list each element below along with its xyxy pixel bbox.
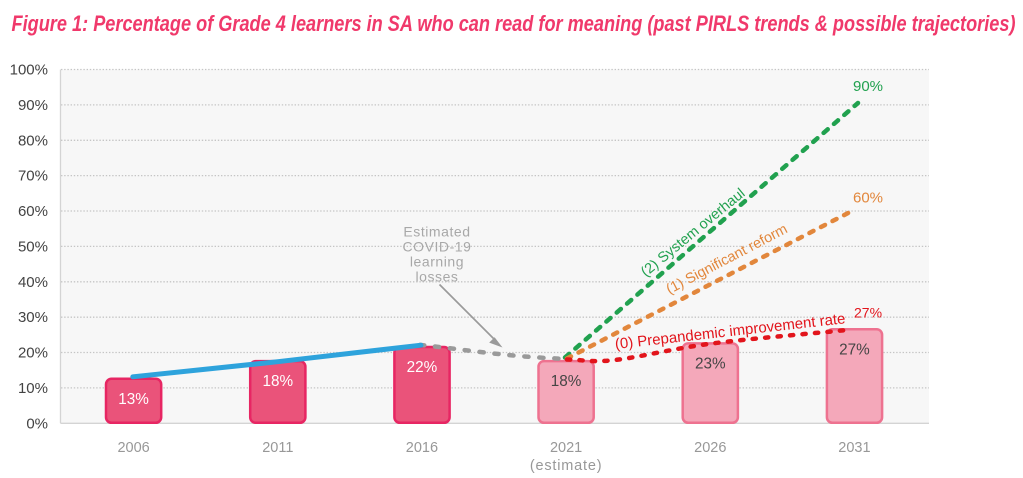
svg-text:18%: 18% [262, 373, 293, 390]
svg-text:22%: 22% [407, 359, 438, 376]
svg-text:2011: 2011 [262, 440, 293, 456]
svg-text:90%: 90% [18, 97, 48, 114]
svg-text:90%: 90% [853, 78, 883, 95]
svg-text:2006: 2006 [117, 440, 149, 456]
svg-text:(estimate): (estimate) [530, 458, 602, 474]
svg-text:2026: 2026 [694, 440, 726, 456]
svg-text:27%: 27% [854, 305, 882, 321]
svg-text:80%: 80% [18, 132, 48, 149]
svg-text:20%: 20% [18, 345, 48, 362]
svg-text:Estimated: Estimated [403, 224, 470, 240]
svg-text:18%: 18% [551, 373, 582, 390]
svg-text:60%: 60% [18, 203, 48, 220]
svg-text:losses: losses [416, 269, 459, 285]
svg-text:23%: 23% [695, 355, 726, 372]
svg-text:2021: 2021 [550, 440, 582, 456]
svg-text:50%: 50% [18, 238, 48, 255]
svg-text:COVID-19: COVID-19 [403, 239, 472, 255]
svg-text:10%: 10% [18, 380, 48, 397]
svg-text:60%: 60% [853, 190, 883, 207]
svg-text:100%: 100% [10, 62, 48, 79]
svg-text:30%: 30% [18, 309, 48, 326]
svg-text:13%: 13% [118, 391, 149, 408]
svg-text:27%: 27% [839, 341, 870, 358]
svg-text:learning: learning [410, 254, 464, 270]
svg-text:Figure 1: Percentage of Grade: Figure 1: Percentage of Grade 4 learners… [12, 11, 1016, 36]
svg-text:2016: 2016 [406, 440, 438, 456]
svg-text:0%: 0% [26, 415, 48, 432]
svg-text:2031: 2031 [838, 440, 870, 456]
svg-text:40%: 40% [18, 274, 48, 291]
svg-text:70%: 70% [18, 168, 48, 185]
